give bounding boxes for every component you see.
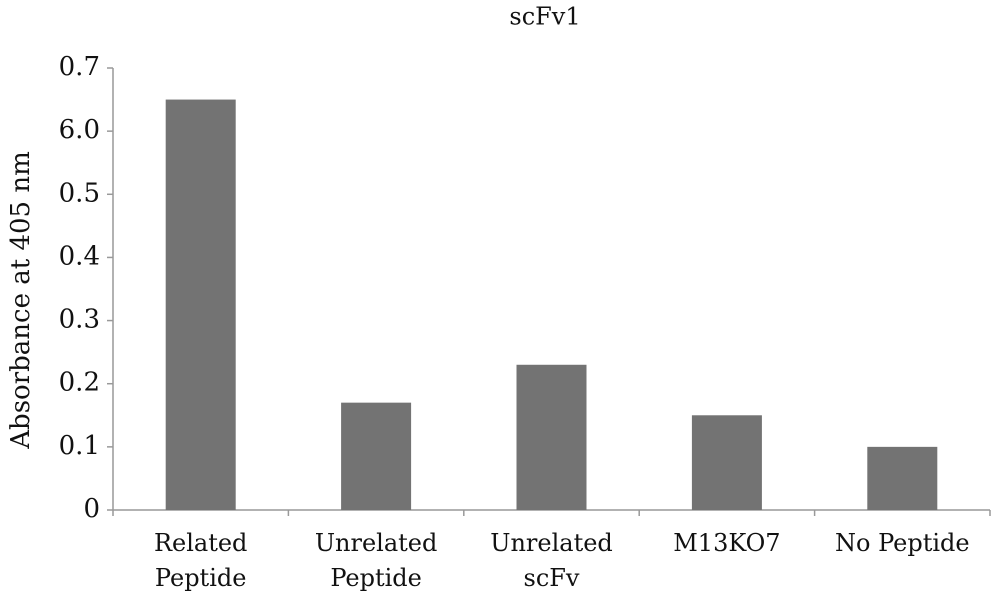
bar (165, 99, 236, 511)
x-tick-label: Related Peptide (153, 529, 248, 592)
bar (341, 402, 412, 510)
y-tick-label: 0.2 (59, 368, 100, 398)
y-axis-label: Absorbance at 405 nm (6, 151, 36, 449)
y-tick-label: 0.3 (59, 305, 100, 335)
chart-title: scFv1 (509, 3, 580, 31)
x-tick-label: No Peptide (834, 529, 970, 557)
y-tick-label: 0.1 (59, 431, 100, 461)
bar (691, 415, 762, 510)
y-tick-label: 0.7 (59, 52, 100, 82)
y-tick-label: 0.4 (59, 241, 100, 271)
y-tick-label: 0.5 (59, 178, 100, 208)
bar (867, 446, 938, 510)
y-tick-label: 6.0 (59, 115, 100, 145)
x-tick-label: Unrelated scFv (490, 529, 613, 592)
x-tick-label: Unrelated Peptide (314, 529, 438, 592)
bar (516, 364, 587, 510)
x-tick-label: M13KO7 (673, 529, 781, 557)
y-tick-label: 0 (83, 494, 100, 524)
